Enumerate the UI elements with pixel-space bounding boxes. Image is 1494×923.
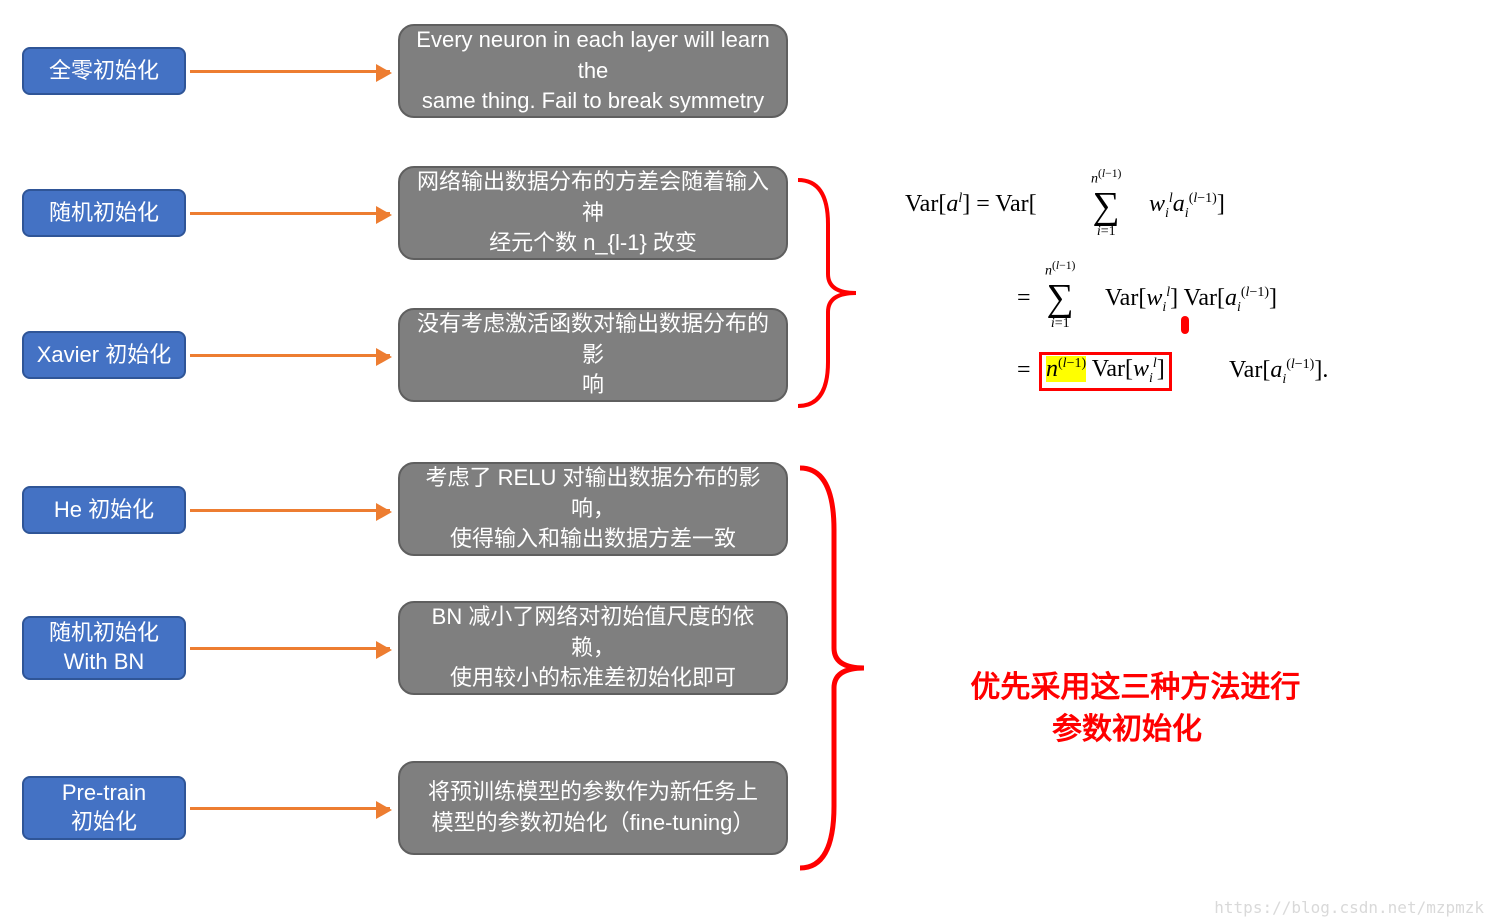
node-random-init: 随机初始化 xyxy=(22,189,186,237)
node-zero-init: 全零初始化 xyxy=(22,47,186,95)
label: He 初始化 xyxy=(54,496,154,525)
node-he-init: He 初始化 xyxy=(22,486,186,534)
text: BN 减小了网络对初始值尺度的依赖， 使用较小的标准差初始化即可 xyxy=(416,602,770,694)
arrow-3 xyxy=(190,354,390,357)
watermark-text: https://blog.csdn.net/mzpmzk xyxy=(1214,898,1484,917)
bracket-bottom xyxy=(800,460,880,876)
desc-he-init: 考虑了 RELU 对输出数据分布的影响， 使得输入和输出数据方差一致 xyxy=(398,462,788,556)
arrow-5 xyxy=(190,647,390,650)
desc-xavier-init: 没有考虑激活函数对输出数据分布的影 响 xyxy=(398,308,788,402)
arrow-2 xyxy=(190,212,390,215)
arrow-4 xyxy=(190,509,390,512)
annotation-priority: 优先采用这三种方法进行 参数初始化 xyxy=(912,625,1342,751)
bracket-top xyxy=(798,174,868,412)
text: Every neuron in each layer will learn th… xyxy=(416,25,770,117)
label: 全零初始化 xyxy=(49,57,159,86)
node-bn-init: 随机初始化 With BN xyxy=(22,616,186,680)
desc-zero-init: Every neuron in each layer will learn th… xyxy=(398,24,788,118)
formula-variance: Var[al] = Var[ n(l−1) ∑ i=1 wilai(l−1)] … xyxy=(905,168,1445,400)
label: Pre-train 初始化 xyxy=(62,779,146,836)
text: 网络输出数据分布的方差会随着输入神 经元个数 n_{l-1} 改变 xyxy=(416,167,770,259)
arrow-6 xyxy=(190,807,390,810)
text: 考虑了 RELU 对输出数据分布的影响， 使得输入和输出数据方差一致 xyxy=(416,463,770,555)
text: 优先采用这三种方法进行 参数初始化 xyxy=(970,671,1300,746)
label: 随机初始化 xyxy=(49,199,159,228)
label: 随机初始化 With BN xyxy=(49,619,159,676)
node-pretrain-init: Pre-train 初始化 xyxy=(22,776,186,840)
desc-pretrain-init: 将预训练模型的参数作为新任务上 模型的参数初始化（fine-tuning） xyxy=(398,761,788,855)
node-xavier-init: Xavier 初始化 xyxy=(22,331,186,379)
text: 将预训练模型的参数作为新任务上 模型的参数初始化（fine-tuning） xyxy=(428,777,758,839)
text: 没有考虑激活函数对输出数据分布的影 响 xyxy=(416,309,770,401)
label: Xavier 初始化 xyxy=(37,341,171,370)
watermark: https://blog.csdn.net/mzpmzk xyxy=(1214,898,1484,917)
red-mark-icon xyxy=(1181,316,1189,334)
arrow-1 xyxy=(190,70,390,73)
desc-bn-init: BN 减小了网络对初始值尺度的依赖， 使用较小的标准差初始化即可 xyxy=(398,601,788,695)
desc-random-init: 网络输出数据分布的方差会随着输入神 经元个数 n_{l-1} 改变 xyxy=(398,166,788,260)
